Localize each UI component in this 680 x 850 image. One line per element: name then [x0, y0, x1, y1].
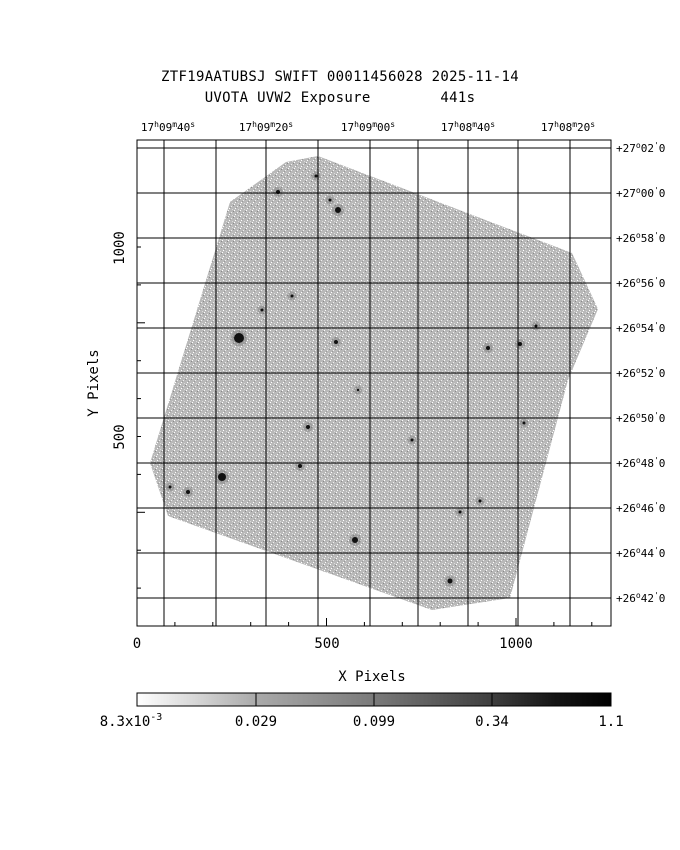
- colorbar-label: 1.1: [598, 714, 623, 730]
- coordinate-grid: [137, 140, 611, 626]
- dec-tick-label: +26o58'0: [616, 231, 665, 245]
- dec-tick-labels: +27o02'0 +27o00'0 +26o58'0 +26o56'0 +26o54'0…: [616, 141, 665, 605]
- point-source: [410, 438, 414, 442]
- point-source: [314, 174, 318, 178]
- plot-title: ZTF19AATUBSJ SWIFT 00011456028 2025-11-1…: [161, 69, 519, 85]
- x-tick-label: 0: [133, 636, 141, 652]
- dec-tick-label: +26o56'0: [616, 276, 665, 290]
- dec-tick-label: +26o54'0: [616, 321, 665, 335]
- colorbar-label: 0.34: [475, 714, 509, 730]
- point-source: [334, 340, 338, 344]
- point-source: [518, 342, 522, 346]
- colorbar-label: 0.029: [235, 714, 277, 730]
- point-source: [218, 473, 226, 481]
- point-sources: [165, 171, 541, 587]
- x-tick-labels: 0 500 1000: [133, 636, 533, 652]
- point-source: [447, 578, 453, 584]
- dec-tick-label: +26o42'0: [616, 591, 665, 605]
- point-source: [335, 207, 341, 213]
- point-source: [260, 308, 264, 312]
- ra-tick-label: 17h08m20s: [541, 120, 595, 134]
- point-source: [356, 388, 360, 392]
- dec-tick-label: +26o50'0: [616, 411, 665, 425]
- y-tick-label: 500: [112, 424, 128, 449]
- point-source: [486, 346, 490, 350]
- ra-tick-label: 17h09m00s: [341, 120, 395, 134]
- point-source: [168, 485, 172, 489]
- point-source: [522, 421, 526, 425]
- point-source: [478, 499, 482, 503]
- colorbar-label: 0.099: [353, 714, 395, 730]
- point-source: [234, 333, 244, 343]
- point-source: [186, 490, 190, 494]
- colorbar-labels: 8.3x10-3 0.029 0.099 0.34 1.1: [100, 712, 624, 730]
- point-source: [306, 425, 310, 429]
- dec-tick-label: +26o44'0: [616, 546, 665, 560]
- x-tick-label: 1000: [499, 636, 533, 652]
- ra-tick-labels: 17h09m40s 17h09m20s 17h09m00s 17h08m40s 17h0…: [141, 120, 595, 134]
- ra-tick-label: 17h09m20s: [239, 120, 293, 134]
- dec-tick-label: +27o00'0: [616, 186, 665, 200]
- ra-tick-label: 17h09m40s: [141, 120, 195, 134]
- point-source: [298, 464, 302, 468]
- point-source: [352, 537, 358, 543]
- dec-tick-label: +26o48'0: [616, 456, 665, 470]
- point-source: [328, 198, 332, 202]
- exposure-footprint: [150, 156, 598, 610]
- x-tick-label: 500: [314, 636, 339, 652]
- point-source: [534, 324, 538, 328]
- point-source: [458, 510, 462, 514]
- dec-tick-label: +27o02'0: [616, 141, 665, 155]
- y-tick-labels: 500 1000: [112, 231, 128, 450]
- y-axis-label: Y Pixels: [86, 349, 102, 416]
- plot-subtitle: UVOTA UVW2 Exposure 441s: [204, 90, 476, 106]
- plot-frame: [136, 139, 612, 627]
- point-source: [290, 294, 294, 298]
- colorbar-ticks: [255, 693, 493, 706]
- ra-tick-label: 17h08m40s: [441, 120, 495, 134]
- y-tick-label: 1000: [112, 231, 128, 265]
- x-axis-label: X Pixels: [338, 669, 405, 685]
- axis-ticks: [136, 246, 593, 626]
- colorbar-label: 8.3x10-3: [100, 712, 163, 730]
- dec-tick-label: +26o46'0: [616, 501, 665, 515]
- dec-tick-label: +26o52'0: [616, 366, 665, 380]
